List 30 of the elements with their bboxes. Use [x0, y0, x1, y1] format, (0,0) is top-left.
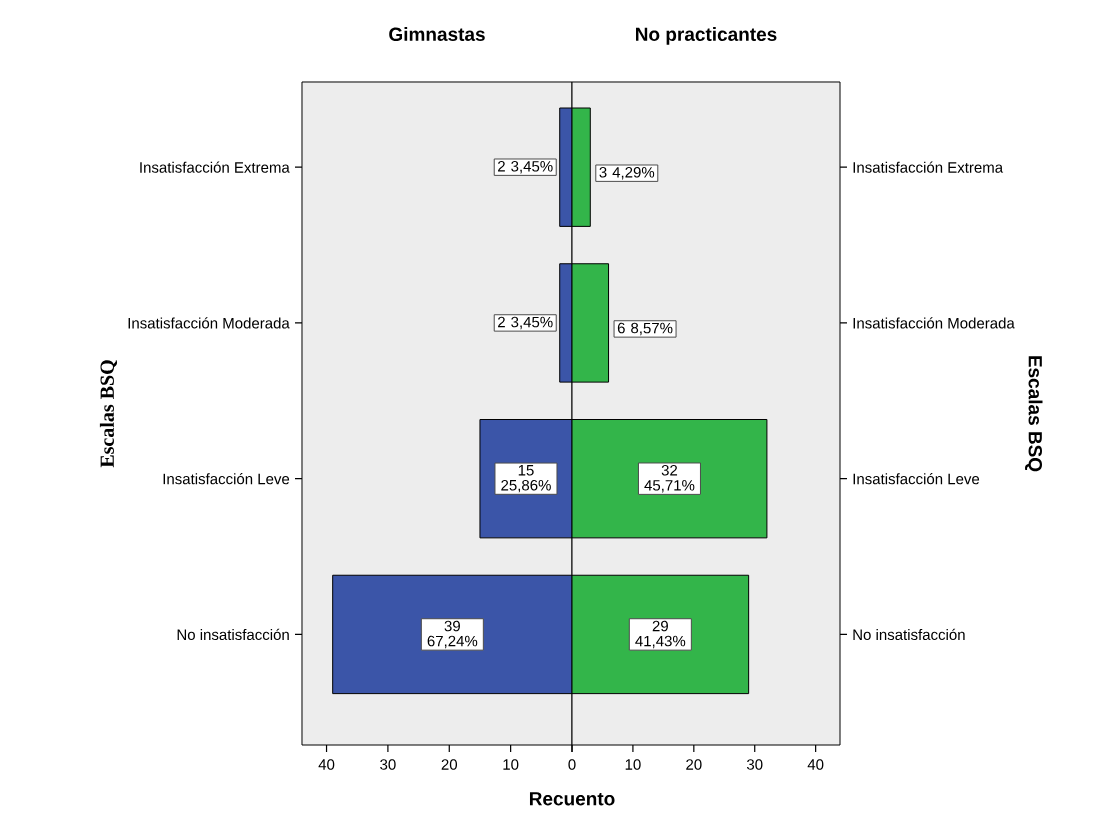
y-tick-label: No insatisfacción [853, 628, 965, 641]
x-tick-label: 0 [568, 759, 576, 770]
chart-title: Gimnastas [389, 27, 485, 42]
chart-title: No practicantes [636, 27, 777, 45]
x-tick-label: 10 [625, 759, 641, 770]
x-tick-label: 20 [686, 759, 702, 770]
x-tick-label: 30 [380, 759, 396, 770]
data-label: 2 3,45% [498, 161, 553, 174]
data-label: 32 45,71% [644, 464, 695, 493]
y-tick-label: Insatisfacción Leve [163, 473, 290, 485]
x-axis-title: Recuento [529, 792, 615, 806]
y-axis-title: Escalas BSQ [1025, 356, 1043, 472]
y-tick-label: Insatisfacción Extrema [140, 161, 290, 173]
y-tick-label: Insatisfacción Moderada [128, 317, 290, 329]
y-tick-label: Insatisfacción Extrema [853, 161, 1004, 173]
y-tick-label: No insatisfacción [177, 628, 289, 641]
x-tick-label: 30 [746, 759, 763, 770]
x-tick-label: 40 [807, 759, 824, 770]
x-tick-label: 10 [503, 759, 519, 770]
data-label: 3 4,29% [599, 167, 655, 180]
data-label: 39 67,24% [427, 620, 478, 649]
data-label: 15 25,86% [501, 465, 551, 493]
x-tick-label: 20 [441, 759, 458, 770]
data-label: 6 8,57% [617, 322, 673, 336]
data-label: 29 41,43% [635, 620, 686, 649]
x-tick-label: 40 [318, 759, 335, 770]
data-label: 2 3,45% [498, 316, 553, 330]
y-tick-label: Insatisfacción Leve [853, 473, 980, 485]
y-tick-label: Insatisfacción Moderada [853, 317, 1015, 329]
y-axis-title: Escalas BSQ [99, 360, 118, 468]
